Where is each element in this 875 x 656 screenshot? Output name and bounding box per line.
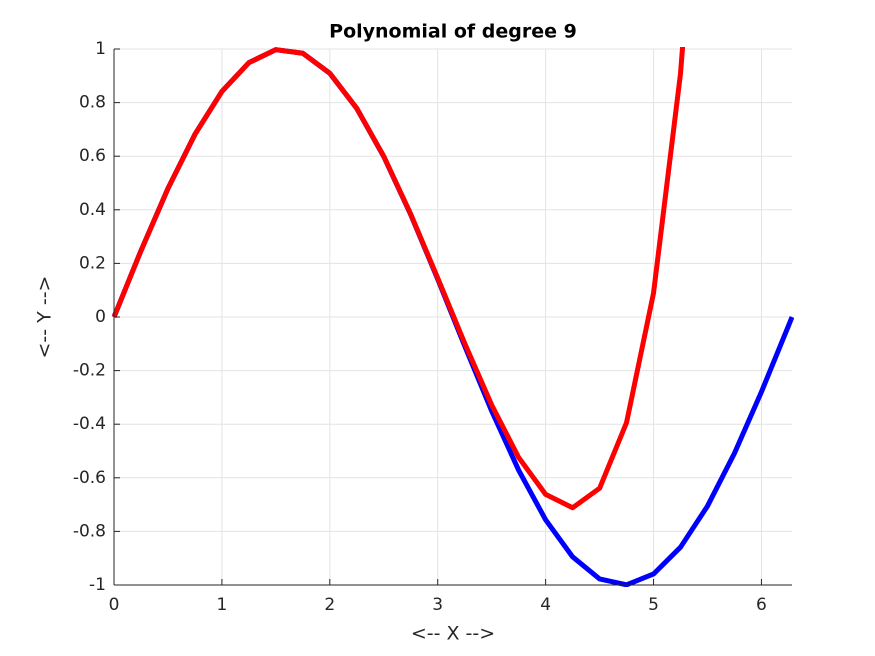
x-tick-label: 3 [432, 595, 443, 615]
x-tick-label: 1 [216, 595, 227, 615]
y-tick-label: 0 [95, 307, 106, 327]
x-tick-label: 2 [324, 595, 335, 615]
y-tick-label: 0.2 [79, 253, 106, 273]
y-tick-label: -1 [89, 575, 106, 595]
x-tick-label: 6 [756, 595, 767, 615]
y-tick-label: 0.8 [79, 93, 106, 113]
y-tick-label: 0.6 [79, 146, 106, 166]
y-tick-label: -0.6 [73, 468, 106, 488]
series-line [112, 47, 686, 511]
y-tick-label: 0.4 [79, 200, 106, 220]
y-tick-label: -0.4 [73, 414, 106, 434]
chart-title: Polynomial of degree 9 [329, 21, 577, 43]
y-axis-label: <-- Y --> [34, 276, 56, 359]
y-tick-label: -0.2 [73, 361, 106, 381]
x-axis-label: <-- X --> [411, 623, 495, 645]
x-tick-label: 0 [109, 595, 120, 615]
y-tick-label: -0.8 [73, 521, 106, 541]
y-tick-label: 1 [95, 39, 106, 59]
x-tick-label: 5 [648, 595, 659, 615]
x-tick-label: 4 [540, 595, 551, 615]
